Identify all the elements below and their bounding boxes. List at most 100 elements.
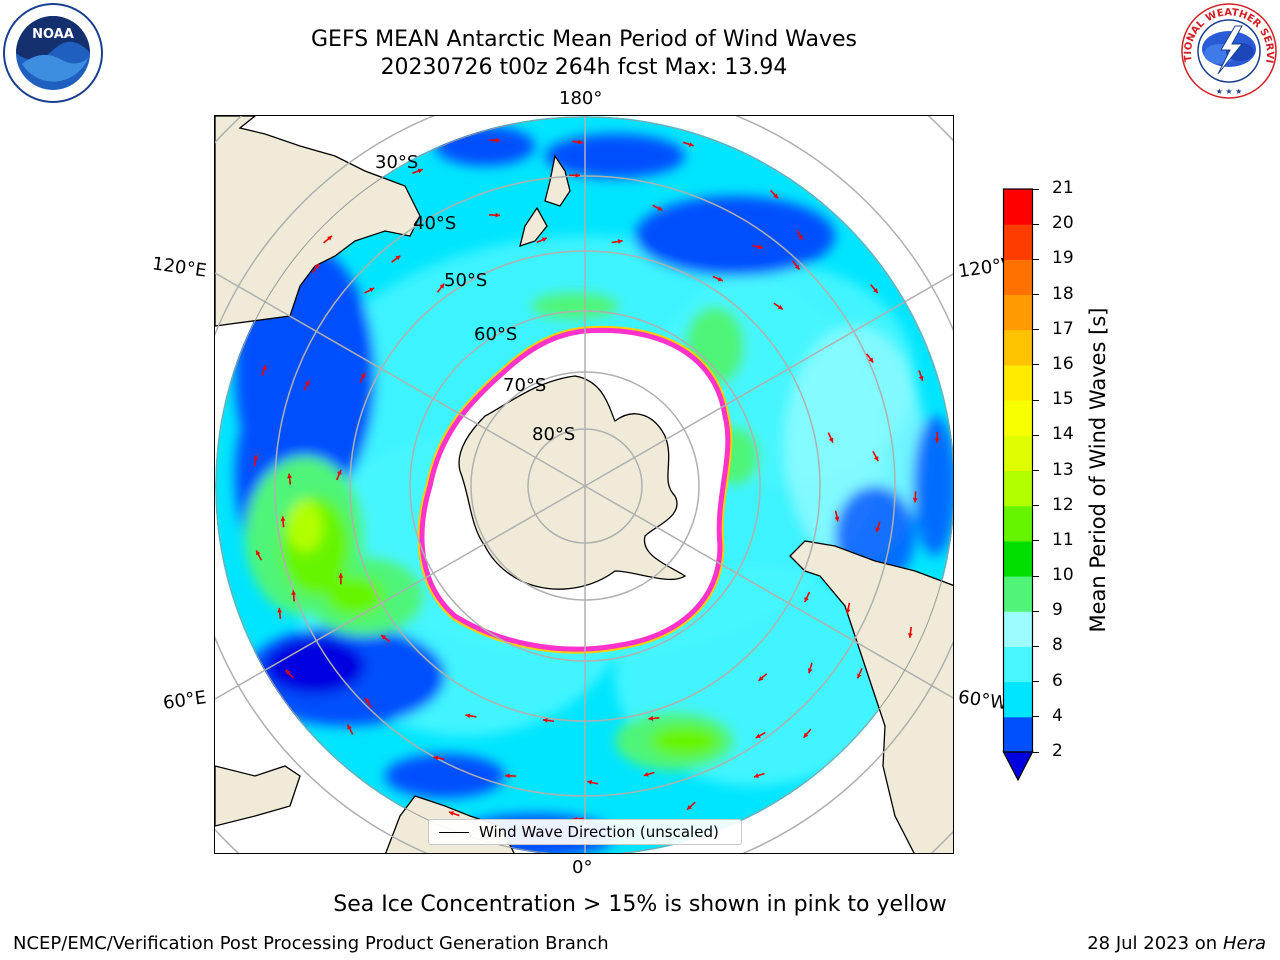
wind-wave-arrowhead: [253, 455, 259, 460]
wind-wave-arrowhead: [907, 633, 913, 638]
colorbar-tick-mark: [1033, 716, 1039, 718]
colorbar-segment: [1003, 646, 1033, 683]
wind-wave-arrowhead: [657, 206, 663, 211]
legend-line-swatch: [439, 832, 469, 833]
colorbar-segment: [1003, 364, 1033, 401]
colorbar-segment: [1003, 505, 1033, 542]
wind-wave-arrowhead: [448, 811, 454, 816]
wind-wave-arrowhead: [617, 239, 623, 244]
wind-wave-arrowhead: [291, 590, 297, 595]
colorbar-tick-label: 6: [1052, 670, 1063, 691]
colorbar-tick-mark: [1033, 505, 1039, 507]
colorbar-tick-label: 16: [1052, 353, 1074, 374]
wind-wave-arrowhead: [433, 755, 439, 761]
footer-date: 28 Jul 2023 on Hera: [1087, 933, 1266, 954]
wind-wave-arrowhead: [845, 608, 851, 614]
wind-wave-arrowhead: [918, 375, 924, 381]
wind-wave-arrowhead: [575, 172, 580, 178]
nws-logo: NATIONAL WEATHER SERVICE ★ ★ ★: [1180, 2, 1277, 99]
colorbar-tick-label: 19: [1052, 248, 1074, 269]
graticule: [215, 116, 953, 853]
polar-map: [215, 116, 953, 853]
wind-wave-arrowhead: [834, 516, 840, 522]
colorbar-tick-label: 9: [1052, 600, 1063, 621]
wind-wave-arrowhead: [495, 137, 500, 143]
colorbar-tick-label: 18: [1052, 283, 1074, 304]
colorbar-tick-mark: [1033, 329, 1039, 331]
legend-label: Wind Wave Direction (unscaled): [479, 823, 719, 841]
wind-wave-arrowhead: [542, 718, 548, 723]
wind-wave-arrowhead: [578, 139, 583, 145]
wind-wave-arrowhead: [754, 773, 759, 778]
wind-wave-arrowhead: [688, 142, 694, 147]
wind-wave-arrowhead: [912, 497, 918, 503]
colorbar-tick-mark: [1033, 540, 1039, 542]
colorbar-tick-label: 2: [1052, 741, 1063, 761]
chart-title-line-1: GEFS MEAN Antarctic Mean Period of Wind …: [311, 27, 857, 52]
footer-date-text: 28 Jul 2023 on: [1087, 933, 1223, 954]
land-new-zealand: [519, 154, 571, 247]
wind-wave-arrowhead: [807, 668, 813, 674]
wind-wave-arrowhead: [287, 473, 292, 479]
map-panel: [214, 115, 954, 854]
wind-wave-arrowhead: [381, 635, 386, 640]
colorbar-segment: [1003, 294, 1033, 331]
colorbar: [1002, 188, 1034, 782]
colorbar-tick-mark: [1033, 364, 1039, 366]
lat-label-30s: 30°S: [375, 152, 419, 173]
lon-label-60e: 60°E: [161, 687, 208, 714]
colorbar-tick-label: 14: [1052, 424, 1074, 445]
colorbar-tick-mark: [1033, 610, 1039, 612]
lat-label-50s: 50°S: [444, 270, 488, 291]
land-south-america: [789, 540, 953, 853]
colorbar-tick-mark: [1033, 681, 1039, 683]
colorbar-segment: [1003, 224, 1033, 260]
colorbar-segment: [1003, 470, 1033, 507]
colorbar-segment: [1003, 435, 1033, 471]
colorbar-tick-mark: [1033, 645, 1039, 647]
map-boundary: [215, 116, 953, 853]
wind-wave-arrowhead: [338, 573, 344, 578]
colorbar-segments: [1003, 189, 1033, 753]
wind-wave-arrowhead: [777, 304, 783, 310]
colorbar-tick-mark: [1033, 575, 1039, 577]
wind-wave-arrowhead: [717, 276, 723, 282]
wind-wave-arrowhead: [587, 780, 593, 785]
chart-title-line-2: 20230726 t00z 264h fcst Max: 13.94: [380, 55, 788, 80]
wind-wave-arrowhead: [758, 244, 763, 250]
colorbar-tick-label: 8: [1052, 635, 1063, 656]
wind-wave-arrowhead: [934, 438, 940, 443]
colorbar-tick-label: 4: [1052, 705, 1063, 726]
wind-wave-arrowhead: [541, 237, 547, 242]
wind-wave-arrowhead: [314, 263, 319, 269]
colorbar-tick-label: 15: [1052, 389, 1074, 410]
wind-wave-arrowhead: [687, 804, 692, 810]
colorbar-under-arrow: [1002, 751, 1034, 782]
colorbar-tick-mark: [1033, 188, 1039, 190]
wind-wave-arrowhead: [465, 713, 471, 719]
wind-wave-arrowhead: [875, 527, 881, 533]
wind-wave-arrowhead: [648, 716, 654, 721]
colorbar-tick-mark: [1033, 258, 1039, 260]
wind-wave-arrowhead: [337, 469, 342, 475]
colorbar-tick-label: 12: [1052, 494, 1074, 515]
colorbar-segment: [1003, 329, 1033, 366]
colorbar-tick-mark: [1033, 399, 1039, 401]
antarctic-region: [417, 325, 733, 654]
lon-label-180: 180°: [559, 88, 603, 109]
wind-wave-arrowhead: [280, 516, 286, 521]
wind-wave-arrowhead: [256, 550, 261, 556]
wind-wave-arrowhead: [285, 669, 291, 675]
colorbar-segment: [1003, 400, 1033, 436]
lat-label-70s: 70°S: [503, 375, 547, 396]
footer-credit: NCEP/EMC/Verification Post Processing Pr…: [13, 933, 609, 954]
colorbar-tick-mark: [1033, 294, 1039, 296]
colorbar-tick-mark: [1033, 751, 1039, 753]
ice-note: Sea Ice Concentration > 15% is shown in …: [333, 892, 947, 917]
colorbar-tick-label: 11: [1052, 529, 1074, 550]
colorbar-tick-label: 13: [1052, 459, 1074, 480]
wind-wave-arrowhead: [643, 772, 649, 777]
colorbar-tick-label: 17: [1052, 318, 1074, 339]
wind-wave-arrowhead: [803, 732, 809, 738]
lon-label-120e: 120°E: [150, 253, 208, 282]
